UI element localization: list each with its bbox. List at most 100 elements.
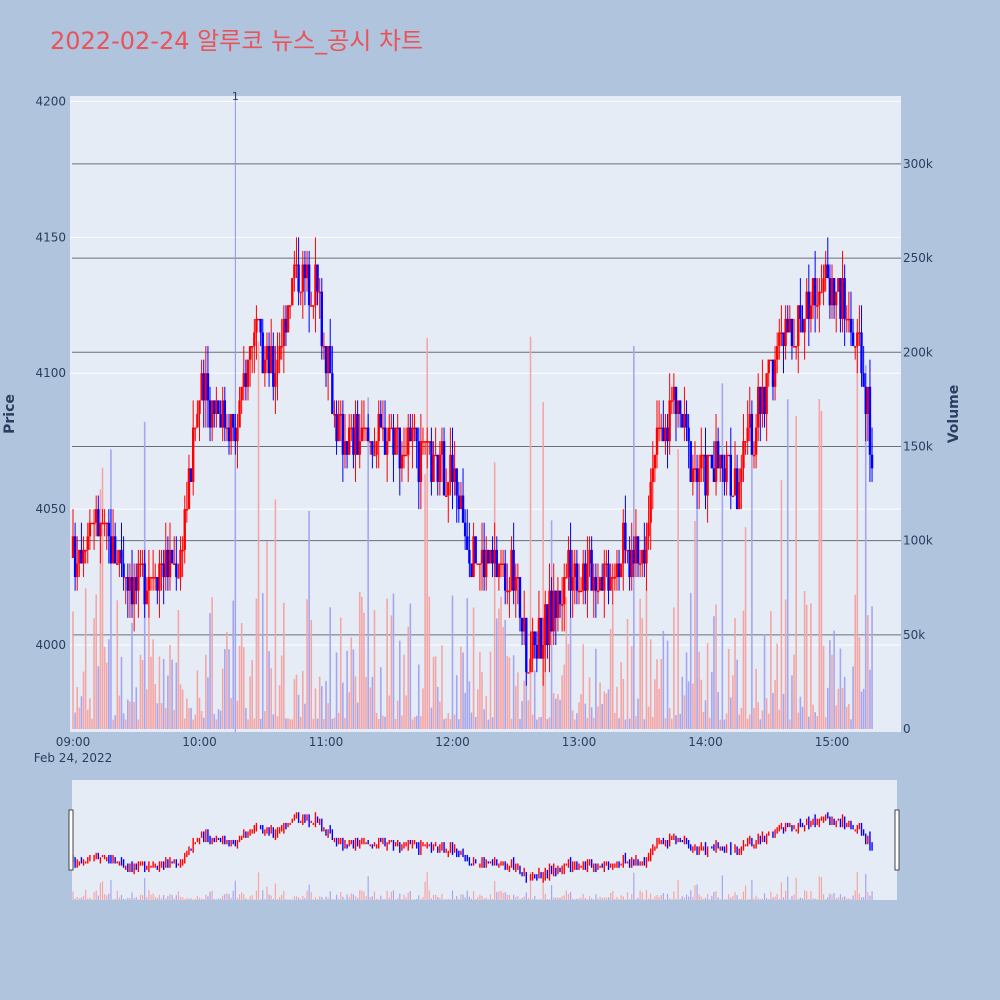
mini-volume-bar: [297, 897, 300, 900]
mini-volume-bar: [515, 896, 517, 900]
volume-bar: [801, 706, 804, 729]
range-slider-left-handle[interactable]: [68, 809, 74, 871]
mini-volume-bar: [588, 896, 591, 900]
volume-bar: [84, 588, 87, 729]
volume-bar: [441, 645, 443, 729]
volume-bar: [495, 618, 498, 729]
candle-body: [851, 332, 855, 347]
mini-volume-bar: [591, 898, 593, 900]
candle-body: [630, 549, 633, 578]
mini-volume-bar: [194, 898, 196, 900]
volume-bar: [843, 676, 846, 729]
volume-bar: [365, 676, 367, 729]
candle-body: [436, 454, 439, 482]
price-tick-label: 4200: [35, 94, 66, 108]
volume-bar: [293, 679, 296, 729]
candle-body: [107, 522, 111, 537]
candle-body: [375, 441, 378, 455]
volume-bar: [850, 719, 852, 729]
candle-body: [94, 509, 98, 523]
mini-volume-bar: [378, 899, 380, 900]
candle-body: [710, 454, 714, 469]
candle-body: [575, 563, 579, 591]
volume-bar: [186, 698, 188, 729]
candle-body: [213, 400, 216, 414]
price-tick-label: 4150: [35, 230, 66, 244]
volume-bar: [679, 713, 681, 729]
volume-bar: [224, 649, 226, 729]
range-slider[interactable]: [72, 780, 897, 900]
volume-bar: [662, 630, 665, 729]
mini-volume-bar: [793, 894, 795, 900]
mini-volume-bar: [639, 890, 641, 900]
mini-volume-bar: [340, 892, 342, 900]
candle-body: [759, 386, 762, 414]
volume-bar: [767, 713, 770, 729]
mini-volume-bar: [260, 899, 262, 900]
volume-tick-label: 50k: [903, 628, 925, 642]
candle-body: [839, 278, 842, 319]
mini-volume-bar: [230, 897, 232, 900]
volume-bar: [320, 686, 323, 729]
mini-volume-bar: [91, 899, 93, 900]
candle-body: [533, 631, 536, 646]
candle-body: [617, 563, 621, 578]
mini-volume-bar: [548, 899, 551, 900]
mini-volume-bar: [715, 891, 717, 900]
candle-body: [613, 577, 617, 579]
volume-bar: [181, 689, 184, 729]
volume-bar: [717, 692, 719, 729]
volume-bar: [413, 717, 416, 729]
volume-bar: [533, 670, 536, 729]
candle-body: [404, 454, 408, 457]
main-plot-area[interactable]: [70, 96, 901, 732]
candle-body: [504, 563, 507, 591]
volume-bar: [845, 706, 848, 729]
candle-body: [364, 427, 368, 430]
candle-body: [225, 427, 229, 430]
candle-body: [141, 563, 144, 565]
candle-body: [641, 549, 644, 564]
mini-volume-bar: [468, 896, 470, 900]
volume-bar: [114, 715, 116, 729]
candle-body: [518, 577, 522, 618]
mini-volume-bar: [610, 892, 612, 900]
volume-bar: [721, 383, 724, 729]
volume-bar: [660, 658, 663, 729]
volume-bar: [567, 644, 570, 729]
mini-volume-bar: [266, 886, 268, 900]
candle-body: [246, 359, 250, 387]
mini-volume-bar: [228, 894, 230, 900]
candle-body: [185, 509, 189, 511]
mini-volume-bar: [711, 895, 713, 900]
mini-volume-bar: [685, 894, 688, 900]
mini-volume-bar: [302, 895, 304, 900]
candle-body: [702, 454, 705, 457]
mini-volume-bar: [787, 876, 789, 900]
volume-bar: [82, 671, 85, 729]
candle-body: [137, 563, 140, 591]
volume-bar: [597, 706, 599, 729]
volume-bar: [238, 645, 241, 729]
mini-volume-bar: [321, 896, 323, 900]
mini-volume-bar: [679, 898, 681, 900]
volume-bar: [390, 615, 393, 729]
volume-bar: [757, 702, 760, 729]
mini-volume-bar: [820, 877, 823, 900]
candle-body: [693, 468, 697, 470]
range-slider-right-handle[interactable]: [894, 809, 900, 871]
price-tick-label: 4000: [35, 638, 66, 652]
mini-volume-bar: [219, 898, 222, 900]
candle-body: [527, 672, 530, 674]
volume-bar: [713, 616, 715, 729]
candle-body: [738, 481, 741, 510]
volume-bar: [422, 688, 424, 729]
mini-volume-bar: [148, 890, 150, 900]
mini-volume-bar: [774, 896, 776, 900]
volume-bar: [74, 712, 76, 729]
volume-bar: [156, 703, 159, 729]
volume-bar: [784, 599, 787, 729]
candle-body: [626, 549, 629, 552]
mini-volume-bar: [87, 898, 89, 900]
mini-volume-bar: [125, 899, 127, 900]
